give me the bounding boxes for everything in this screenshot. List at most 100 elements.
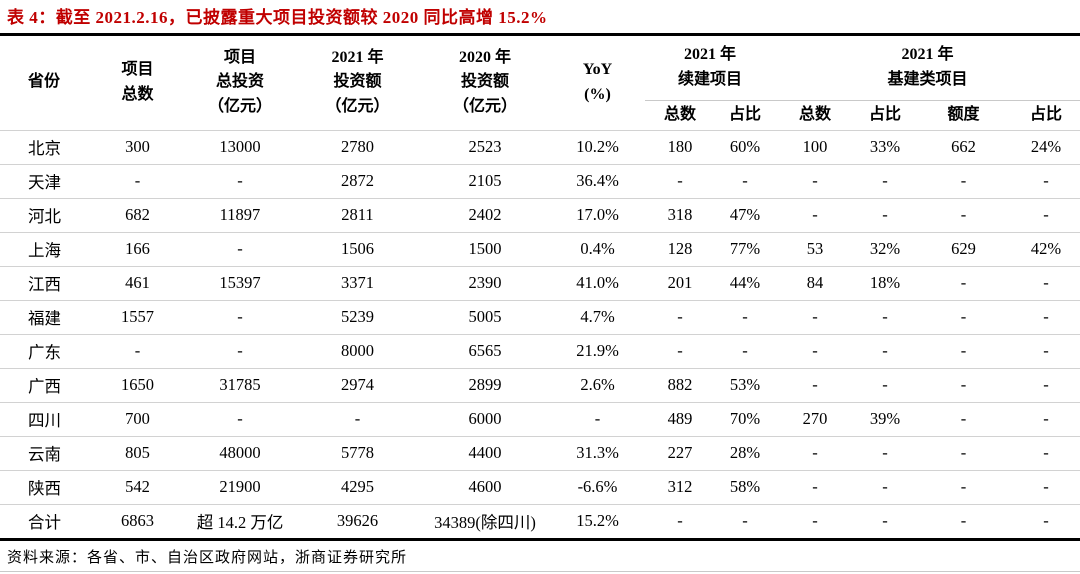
value-cell: 18% — [869, 273, 901, 292]
value-cell: 2811 — [341, 205, 374, 224]
value-cell: - — [677, 511, 683, 530]
value-cell: 2523 — [468, 137, 502, 156]
value-cell: - — [1043, 307, 1049, 326]
value-cell: - — [882, 511, 888, 530]
value-cell: 39% — [869, 409, 901, 428]
value-cell: 2390 — [468, 273, 502, 292]
value-cell: - — [882, 341, 888, 360]
table-row: 四川 700 - - 6000 - 489 70% 270 39% - - — [0, 402, 1080, 436]
value-cell: 5239 — [341, 307, 374, 326]
value-cell: - — [134, 171, 141, 190]
province-cell: 四川 — [28, 411, 61, 430]
value-cell: 5005 — [468, 307, 502, 326]
value-cell: - — [742, 511, 748, 530]
value-cell: 3371 — [341, 273, 374, 292]
value-cell: 2402 — [468, 205, 502, 224]
value-cell: 318 — [667, 205, 693, 224]
value-cell: 8000 — [341, 341, 374, 360]
value-cell: 53% — [729, 375, 761, 394]
value-cell: 270 — [802, 409, 828, 428]
value-cell: 682 — [125, 205, 150, 224]
value-cell: - — [882, 205, 888, 224]
value-cell: - — [960, 171, 967, 190]
value-cell: 84 — [806, 273, 824, 292]
value-cell: 6000 — [468, 409, 502, 428]
value-cell: 21.9% — [576, 341, 619, 360]
value-cell: - — [882, 375, 888, 394]
value-cell: - — [812, 307, 818, 326]
table-row: 上海 166 - 1506 1500 0.4% 128 77% 53 32% 629 42% — [0, 232, 1080, 266]
value-cell: 31.3% — [576, 443, 619, 462]
value-cell: 300 — [125, 137, 150, 156]
value-cell: 4295 — [341, 477, 374, 496]
subheader-infra-amount: 额度 — [947, 105, 980, 123]
value-cell: - — [1043, 205, 1049, 224]
value-cell: - — [237, 409, 243, 428]
value-cell: 4400 — [468, 443, 502, 462]
value-cell: - — [960, 375, 967, 394]
value-cell: - — [677, 307, 683, 326]
value-cell: - — [812, 511, 818, 530]
header-group-infrastructure-projects: 2021 年 基建类项目 — [775, 36, 1080, 101]
value-cell: 21900 — [219, 477, 261, 496]
value-cell: 47% — [729, 205, 761, 224]
value-cell: 1557 — [121, 307, 154, 326]
value-cell: 17.0% — [576, 205, 619, 224]
table-row: 合计 6863 超 14.2 万亿 39626 34389(除四川) 15.2% - - - - -… — [0, 504, 1080, 538]
value-cell: 5778 — [341, 443, 374, 462]
value-cell: - — [1043, 171, 1049, 190]
province-cell: 广东 — [28, 343, 61, 362]
table-row: 云南 805 48000 5778 4400 31.3% 227 28% - - - - — [0, 436, 1080, 470]
value-cell: 1650 — [121, 375, 154, 394]
value-cell: 58% — [729, 477, 761, 496]
table-header: 省份 项目 总数 项目 总投资 （亿元） 2021 年 投资额 （亿元） 202… — [0, 36, 1080, 130]
top-heavy-rule — [0, 33, 1080, 36]
value-cell: 39626 — [336, 511, 379, 530]
value-cell: - — [1043, 443, 1049, 462]
province-cell: 天津 — [28, 173, 61, 192]
value-cell: - — [237, 307, 243, 326]
province-cell: 广西 — [28, 377, 61, 396]
header-province: 省份 — [28, 73, 61, 91]
value-cell: - — [354, 409, 361, 428]
value-cell: 34389(除四川) — [434, 513, 536, 532]
value-cell: 24% — [1030, 137, 1062, 156]
value-cell: - — [882, 171, 888, 190]
source-note: 资料来源：各省、市、自治区政府网站，浙商证券研究所 — [7, 549, 408, 566]
value-cell: - — [960, 409, 967, 428]
table-row: 福建 1557 - 5239 5005 4.7% - - - - - - — [0, 300, 1080, 334]
value-cell: 542 — [125, 477, 150, 496]
value-cell: 44% — [729, 273, 761, 292]
value-cell: 6863 — [121, 511, 154, 530]
value-cell: - — [134, 341, 141, 360]
value-cell: - — [1043, 511, 1049, 530]
table-body: 北京 300 13000 2780 2523 10.2% 180 60% 100 33% 662 24… — [0, 130, 1080, 538]
value-cell: 10.2% — [576, 137, 619, 156]
table-row: 河北 682 11897 2811 2402 17.0% 318 47% - - - - — [0, 198, 1080, 232]
value-cell: 1500 — [468, 239, 502, 258]
table-title: 表 4：截至 2021.2.16，已披露重大项目投资额较 2020 同比高增 1… — [7, 8, 548, 27]
value-cell: - — [677, 341, 683, 360]
value-cell: - — [812, 341, 818, 360]
value-cell: 2974 — [341, 375, 374, 394]
table-row: 陕西 542 21900 4295 4600 -6.6% 312 58% - - - - — [0, 470, 1080, 504]
value-cell: - — [677, 171, 683, 190]
value-cell: - — [742, 341, 748, 360]
value-cell: 2780 — [341, 137, 374, 156]
value-cell: 2872 — [341, 171, 374, 190]
value-cell: 2.6% — [580, 375, 615, 394]
header-project-count: 项目 总数 — [121, 60, 154, 103]
value-cell: 28% — [729, 443, 761, 462]
subheader-infra-share: 占比 — [869, 105, 902, 123]
value-cell: 662 — [951, 137, 976, 156]
table-row: 江西 461 15397 3371 2390 41.0% 201 44% 84 18% - - — [0, 266, 1080, 300]
value-cell: - — [594, 409, 601, 428]
value-cell: - — [882, 443, 888, 462]
subheader-infra-amount-share: 占比 — [1030, 105, 1063, 123]
table-row: 广西 1650 31785 2974 2899 2.6% 882 53% - - - - — [0, 368, 1080, 402]
value-cell: - — [960, 205, 967, 224]
province-cell: 北京 — [28, 139, 61, 158]
value-cell: - — [237, 341, 243, 360]
bottom-heavy-rule — [0, 537, 1080, 541]
table-row: 北京 300 13000 2780 2523 10.2% 180 60% 100 33% 662 24… — [0, 130, 1080, 164]
